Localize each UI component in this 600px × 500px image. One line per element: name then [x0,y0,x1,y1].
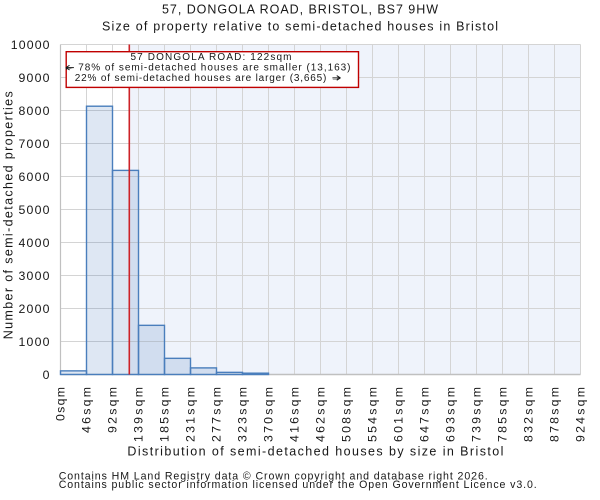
svg-text:46sqm: 46sqm [80,387,94,433]
svg-text:10000: 10000 [11,38,50,52]
svg-text:22% of semi-detached houses ar: 22% of semi-detached houses are larger (… [75,73,341,84]
svg-text:92sqm: 92sqm [106,387,120,433]
svg-text:277sqm: 277sqm [210,387,224,442]
svg-text:Number of semi-detached proper: Number of semi-detached properties [1,91,15,339]
svg-text:← 78% of semi-detached houses: ← 78% of semi-detached houses are smalle… [64,63,351,74]
svg-text:9000: 9000 [19,71,50,85]
svg-text:2000: 2000 [19,302,50,316]
svg-text:185sqm: 185sqm [158,387,172,442]
svg-text:878sqm: 878sqm [548,387,562,442]
svg-text:924sqm: 924sqm [574,387,588,442]
svg-text:7000: 7000 [19,137,50,151]
svg-text:139sqm: 139sqm [132,387,146,442]
svg-text:6000: 6000 [19,170,50,184]
svg-text:370sqm: 370sqm [262,387,276,442]
svg-text:231sqm: 231sqm [184,387,198,442]
svg-text:4000: 4000 [19,236,50,250]
svg-text:0sqm: 0sqm [54,387,68,421]
svg-text:Size of property relative to s: Size of property relative to semi-detach… [102,20,498,34]
svg-text:0: 0 [43,368,50,382]
svg-text:Distribution of semi-detached: Distribution of semi-detached houses by … [127,445,503,459]
svg-text:647sqm: 647sqm [418,387,432,442]
svg-text:462sqm: 462sqm [314,387,328,442]
svg-text:693sqm: 693sqm [444,387,458,442]
svg-text:3000: 3000 [19,269,50,283]
svg-text:601sqm: 601sqm [392,387,406,442]
svg-text:Contains public sector informa: Contains public sector information licen… [59,479,537,491]
svg-text:Contains HM Land Registry data: Contains HM Land Registry data © Crown c… [59,471,488,483]
svg-text:323sqm: 323sqm [236,387,250,442]
svg-text:554sqm: 554sqm [366,387,380,442]
svg-text:785sqm: 785sqm [496,387,510,442]
svg-text:832sqm: 832sqm [522,387,536,442]
svg-text:5000: 5000 [19,203,50,217]
svg-text:57 DONGOLA ROAD: 122sqm: 57 DONGOLA ROAD: 122sqm [131,52,292,63]
svg-text:739sqm: 739sqm [470,387,484,442]
svg-text:8000: 8000 [19,104,50,118]
svg-text:1000: 1000 [19,335,50,349]
svg-text:508sqm: 508sqm [340,387,354,442]
svg-text:416sqm: 416sqm [288,387,302,442]
svg-text:57, DONGOLA ROAD, BRISTOL, BS7: 57, DONGOLA ROAD, BRISTOL, BS7 9HW [162,2,438,16]
